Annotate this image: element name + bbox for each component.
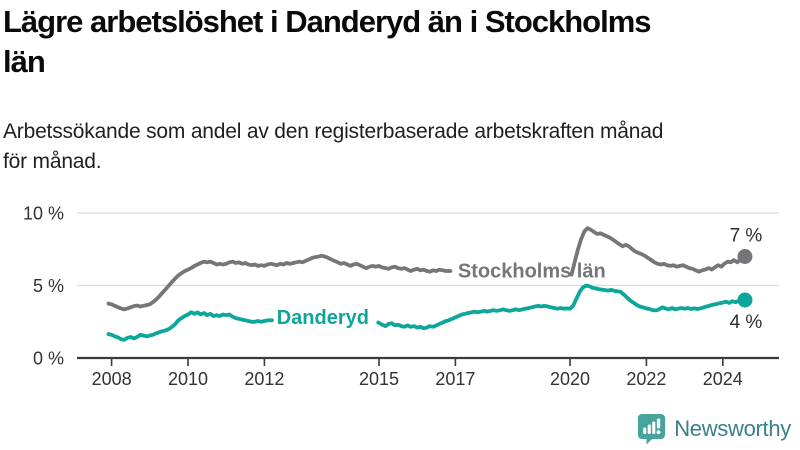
y-tick-label-5: 5 % bbox=[33, 276, 64, 296]
brand-logo[interactable]: Newsworthy bbox=[637, 413, 791, 445]
chart-subtitle: Arbetssökande som andel av den registerb… bbox=[3, 117, 783, 177]
x-tick-label-2008: 2008 bbox=[92, 369, 132, 389]
logo-bar-tall bbox=[652, 421, 656, 434]
logo-bar-short bbox=[643, 427, 647, 434]
x-tick-label-2024: 2024 bbox=[703, 369, 743, 389]
chart-subtitle-line2: för månad. bbox=[3, 150, 102, 173]
series-label-stockholms-lan: Stockholms län bbox=[458, 260, 606, 282]
page-title: Lägre arbetslöshet i Danderyd än i Stock… bbox=[3, 2, 793, 82]
line-chart: 0 % 5 % 10 % 2008 2010 2012 2015 2017 2020 2022 20… bbox=[0, 195, 800, 405]
brand-name: Newsworthy bbox=[674, 416, 791, 441]
line-chart-canvas: 0 % 5 % 10 % 2008 2010 2012 2015 2017 2020 2022 20… bbox=[23, 204, 779, 389]
y-tick-label-0: 0 % bbox=[33, 349, 64, 369]
series-end-dot-danderyd bbox=[737, 292, 753, 308]
newsworthy-logo-icon bbox=[638, 414, 666, 445]
series-line-stockholms-lan-seg2 bbox=[569, 226, 747, 277]
series-line-danderyd-seg1 bbox=[106, 310, 274, 342]
logo-bar-medium bbox=[647, 424, 651, 434]
x-tick-label-2010: 2010 bbox=[168, 369, 208, 389]
series-end-dot-stockholms-lan bbox=[737, 249, 753, 264]
x-tick-label-2017: 2017 bbox=[435, 369, 475, 389]
series-label-danderyd: Danderyd bbox=[277, 307, 369, 329]
x-tick-label-2015: 2015 bbox=[359, 369, 399, 389]
x-tick-label-2020: 2020 bbox=[550, 369, 590, 389]
logo-exclamation-dot bbox=[656, 430, 661, 435]
x-tick-label-2022: 2022 bbox=[626, 369, 666, 389]
chart-subtitle-line1: Arbetssökande som andel av den registerb… bbox=[3, 120, 664, 143]
series-end-value-stockholms-lan: 7 % bbox=[730, 226, 763, 247]
logo-exclamation-bar bbox=[657, 418, 661, 429]
page-title-line2: län bbox=[3, 44, 46, 79]
series-line-danderyd-seg2 bbox=[376, 283, 747, 331]
page-title-line1: Lägre arbetslöshet i Danderyd än i Stock… bbox=[3, 4, 652, 39]
y-tick-label-10: 10 % bbox=[23, 204, 64, 224]
x-tick-label-2012: 2012 bbox=[244, 369, 284, 389]
series-end-value-danderyd: 4 % bbox=[730, 312, 763, 333]
series-line-stockholms-lan-seg1 bbox=[106, 253, 453, 312]
